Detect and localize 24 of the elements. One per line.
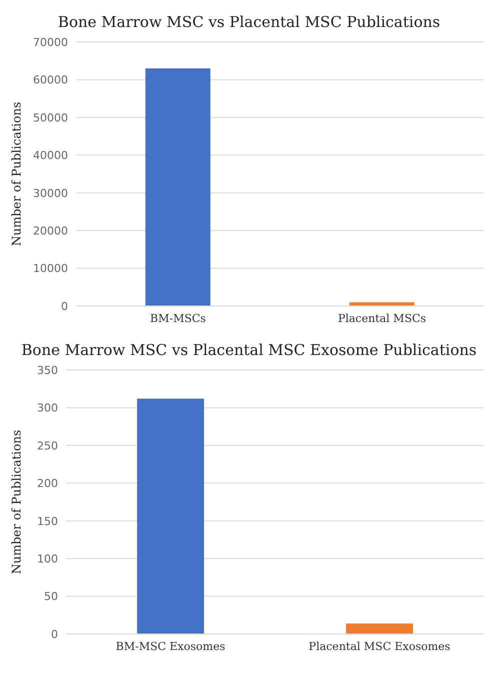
y-tick-label: 20000	[33, 224, 68, 238]
y-tick-label: 150	[37, 514, 58, 528]
y-tick-label: 70000	[33, 36, 68, 49]
y-axis-title: Number of Publications	[9, 430, 24, 574]
y-tick-label: 40000	[33, 149, 68, 162]
x-tick-label: Placental MSC Exosomes	[308, 640, 451, 653]
x-tick-label: BM-MSC Exosomes	[116, 640, 226, 653]
y-tick-label: 0	[61, 300, 68, 313]
y-tick-label: 350	[37, 364, 58, 377]
y-tick-label: 50	[44, 590, 58, 604]
chart-title: Bone Marrow MSC vs Placental MSC Publications	[56, 12, 442, 33]
y-tick-label: 60000	[33, 74, 68, 87]
y-tick-label: 250	[37, 439, 58, 452]
y-axis-title: Number of Publications	[9, 102, 24, 246]
y-tick-label: 0	[51, 628, 58, 641]
x-tick-label: BM-MSCs	[150, 312, 206, 325]
y-tick-label: 100	[37, 552, 58, 566]
chart-title: Bone Marrow MSC vs Placental MSC Exosome Publications	[20, 340, 478, 361]
y-tick-label: 50000	[33, 111, 68, 124]
y-tick-label: 200	[37, 477, 58, 490]
y-tick-label: 10000	[33, 262, 68, 276]
y-tick-label: 300	[37, 402, 58, 415]
y-tick-label: 30000	[33, 186, 68, 200]
x-tick-label: Placental MSCs	[338, 312, 426, 325]
